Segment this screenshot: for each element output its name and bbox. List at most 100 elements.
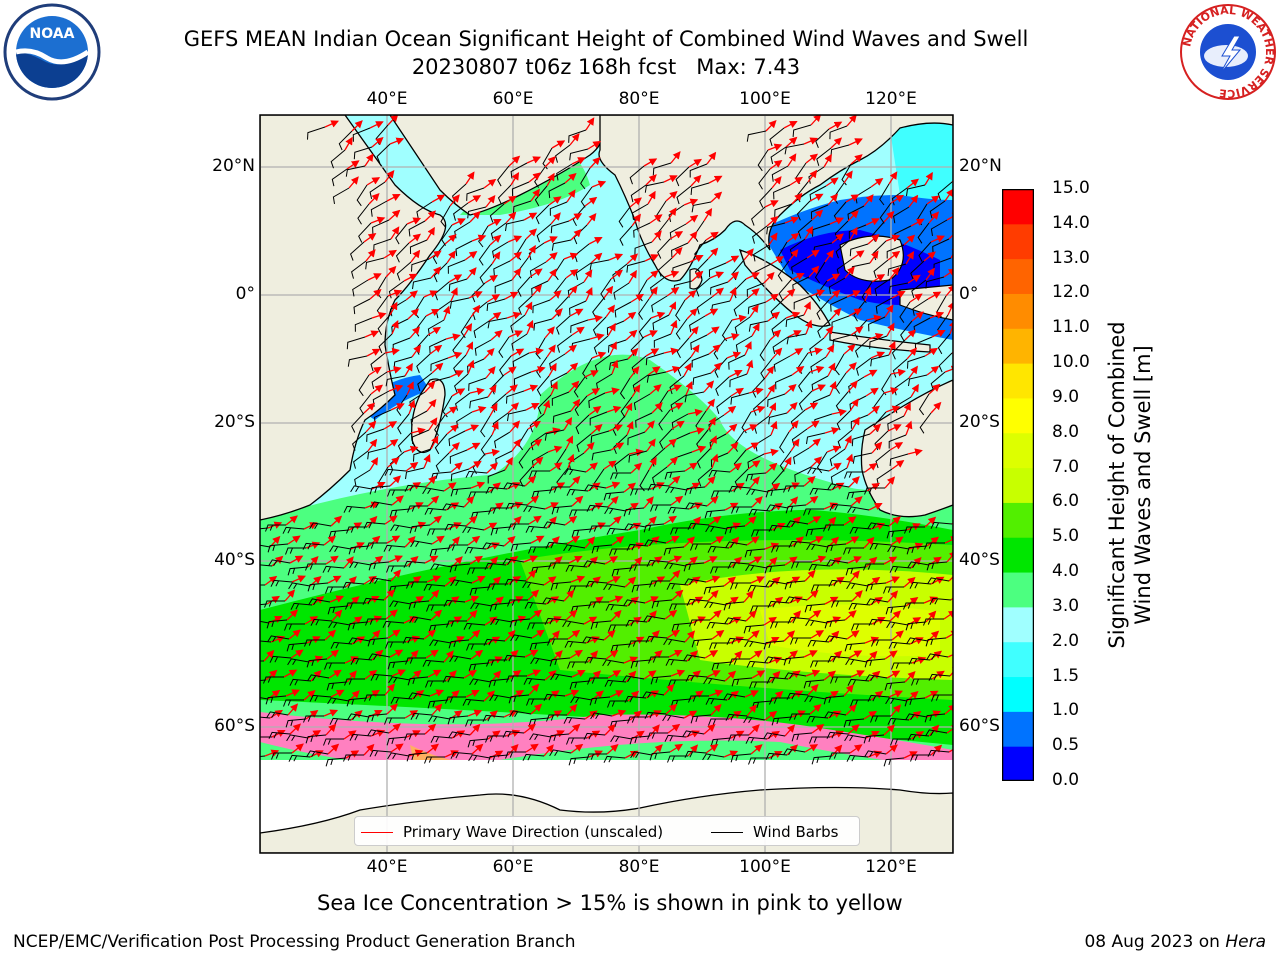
- vector-field: [260, 115, 953, 767]
- wave-direction-arrow: [785, 136, 798, 148]
- wave-direction-arrow: [923, 251, 936, 262]
- wave-direction-arrow: [629, 542, 645, 550]
- lon-label-bottom: 40°E: [366, 857, 408, 877]
- wave-direction-arrow: [484, 448, 500, 457]
- wave-direction-arrow: [807, 347, 823, 355]
- wind-barb: [633, 222, 651, 238]
- wave-direction-arrow: [789, 348, 804, 357]
- wave-direction-arrow: [390, 403, 405, 411]
- wind-barb: [464, 546, 487, 554]
- wave-direction-arrow: [523, 384, 539, 392]
- wind-barb: [663, 546, 685, 556]
- wind-barb: [347, 355, 368, 367]
- wave-direction-arrow: [870, 178, 884, 188]
- wave-direction-arrow: [463, 322, 473, 337]
- wind-barb: [482, 542, 505, 550]
- wave-direction-arrow: [644, 254, 659, 262]
- wind-barb: [835, 239, 851, 259]
- wave-direction-arrow: [364, 501, 380, 509]
- colorbar-swatch: [1002, 328, 1034, 364]
- wave-direction-arrow: [384, 515, 398, 525]
- wind-barb: [606, 320, 625, 336]
- wind-barb: [488, 507, 509, 515]
- wind-barb: [569, 509, 590, 517]
- lat-label-right: 0°: [959, 284, 979, 304]
- wind-barb: [424, 507, 447, 515]
- wind-barb: [346, 526, 367, 534]
- wave-direction-arrow: [811, 384, 826, 392]
- wind-barb: [850, 414, 869, 429]
- wave-direction-arrow: [485, 194, 496, 208]
- wave-direction-arrow: [807, 169, 818, 183]
- colorbar-swatch: [1002, 502, 1034, 538]
- wind-barb: [450, 487, 472, 497]
- colorbar-tick-label: 6.0: [1052, 491, 1080, 512]
- wave-direction-arrow: [305, 541, 321, 549]
- wave-direction-arrow: [908, 365, 918, 379]
- wind-barb: [353, 146, 373, 160]
- wave-direction-arrow: [371, 482, 386, 490]
- wave-direction-arrow: [367, 438, 378, 452]
- wind-barb: [746, 282, 765, 297]
- wave-direction-arrow: [689, 255, 704, 263]
- wind-barb: [777, 260, 790, 282]
- wave-direction-arrow: [431, 362, 444, 374]
- wave-direction-arrow: [603, 460, 617, 470]
- wind-barb: [351, 412, 365, 433]
- wind-barb: [925, 276, 945, 289]
- wave-direction-arrow: [465, 171, 475, 185]
- wave-direction-arrow: [388, 384, 404, 392]
- wind-barb: [713, 338, 726, 360]
- wind-barb: [696, 296, 713, 315]
- wind-barb: [791, 257, 808, 275]
- wave-direction-arrow: [468, 460, 482, 470]
- wind-barb: [774, 203, 793, 217]
- wind-barb: [811, 375, 829, 392]
- wave-direction-arrow: [905, 250, 915, 265]
- wave-direction-arrow: [491, 421, 499, 436]
- wind-barb: [434, 433, 448, 455]
- wave-direction-arrow: [710, 362, 723, 374]
- wind-barb: [556, 315, 571, 335]
- wind-barb: [603, 491, 625, 501]
- wave-direction-arrow: [448, 274, 463, 283]
- wave-direction-arrow: [870, 351, 886, 359]
- wind-barb: [653, 333, 672, 348]
- wave-direction-arrow: [690, 174, 702, 187]
- wind-barb: [779, 450, 792, 472]
- lat-label-right: 20°S: [959, 412, 1000, 432]
- wind-barb: [711, 490, 732, 498]
- wind-barb: [728, 354, 746, 370]
- wave-direction-arrow: [386, 194, 401, 202]
- colorbar-tick-label: 5.0: [1052, 526, 1080, 547]
- wave-direction-arrow: [707, 416, 716, 431]
- wave-direction-arrow: [948, 228, 953, 240]
- colorbar-tick-label: 7.0: [1052, 456, 1080, 477]
- wave-direction-arrow: [905, 420, 913, 436]
- wave-direction-arrow: [650, 482, 665, 490]
- legend-wind-label: Wind Barbs: [753, 823, 839, 841]
- wave-direction-arrow: [445, 333, 461, 341]
- wave-direction-arrow: [423, 453, 431, 469]
- wind-barb: [768, 412, 788, 425]
- wind-barb: [619, 377, 631, 400]
- wind-barb: [786, 520, 809, 528]
- wave-direction-arrow: [470, 481, 486, 489]
- wind-barb: [919, 412, 932, 434]
- wave-direction-arrow: [823, 153, 832, 168]
- wave-direction-arrow: [544, 326, 555, 339]
- wind-barb: [613, 282, 630, 300]
- wave-direction-arrow: [745, 359, 754, 375]
- footer-date: 08 Aug 2023 on: [1084, 932, 1226, 952]
- colorbar-tick-label: 12.0: [1052, 282, 1090, 303]
- wave-direction-arrow: [487, 219, 502, 227]
- wind-barb: [807, 467, 830, 475]
- wind-barb: [810, 204, 829, 220]
- wind-barb: [358, 222, 372, 243]
- wave-direction-arrow: [289, 555, 304, 564]
- wind-barb: [416, 201, 433, 219]
- wave-direction-arrow: [526, 156, 541, 164]
- wind-barb: [383, 544, 406, 552]
- wind-barb: [591, 544, 613, 554]
